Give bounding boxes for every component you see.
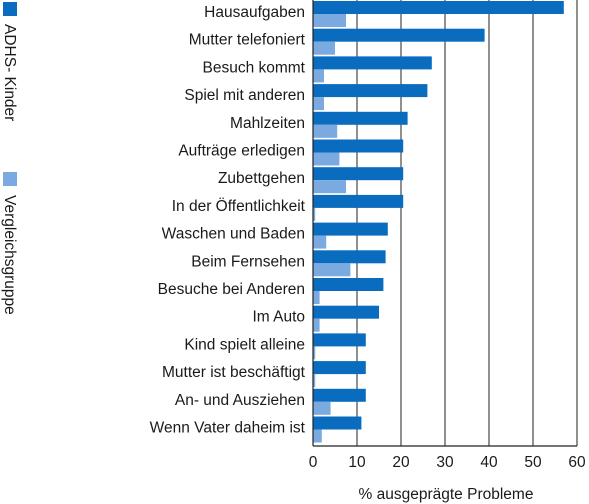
- category-label: Mutter telefoniert: [189, 32, 306, 49]
- category-label: Mahlzeiten: [230, 115, 305, 132]
- category-label: Hausaufgaben: [204, 4, 305, 21]
- category-label: Spiel mit anderen: [184, 87, 305, 104]
- x-tick-label: 30: [436, 454, 454, 471]
- bar-vergleich-9: [313, 263, 351, 277]
- bar-adhs-12: [313, 333, 366, 347]
- legend-swatch-adhs: [3, 2, 17, 16]
- legend-label-vergleich: Vergleichsgruppe: [1, 195, 18, 315]
- bar-adhs-3: [313, 84, 428, 98]
- category-label: Waschen und Baden: [162, 226, 305, 243]
- bar-vergleich-0: [313, 14, 346, 27]
- x-tick-label: 50: [524, 454, 542, 471]
- bar-adhs-15: [313, 416, 362, 430]
- category-label: Zubettgehen: [218, 170, 305, 187]
- x-tick-label: 40: [480, 454, 498, 471]
- bar-vergleich-7: [313, 207, 316, 221]
- bar-vergleich-6: [313, 180, 346, 194]
- bar-adhs-1: [313, 28, 485, 42]
- category-label: An- und Ausziehen: [175, 392, 305, 409]
- bar-adhs-2: [313, 56, 432, 70]
- category-label: Beim Fernsehen: [191, 253, 305, 270]
- bar-vergleich-14: [313, 401, 331, 415]
- x-axis-title: % ausgeprägte Probleme: [359, 486, 534, 503]
- category-labels: Hausaufgaben Mutter telefoniert Besuch kom…: [150, 4, 306, 437]
- x-tick-label: 10: [348, 454, 366, 471]
- x-axis: 0 10 20 30 40 50 60 % ausgeprägte Probleme: [309, 0, 586, 503]
- bar-adhs-4: [313, 111, 408, 125]
- category-label: Mutter ist beschäftigt: [162, 364, 306, 381]
- category-label: Besuch kommt: [202, 59, 305, 76]
- bar-vergleich-15: [313, 429, 322, 443]
- x-tick-label: 20: [392, 454, 410, 471]
- bar-vergleich-1: [313, 41, 335, 55]
- bars: [313, 1, 564, 443]
- category-label: Im Auto: [252, 309, 305, 326]
- bar-adhs-8: [313, 222, 388, 236]
- legend: ADHS- Kinder Vergleichsgruppe: [1, 2, 18, 315]
- bar-adhs-10: [313, 278, 384, 291]
- bar-adhs-11: [313, 305, 379, 319]
- bar-adhs-9: [313, 250, 386, 264]
- bar-vergleich-5: [313, 152, 340, 166]
- category-label: Besuche bei Anderen: [158, 281, 305, 298]
- bar-vergleich-8: [313, 235, 327, 249]
- category-label: Wenn Vater daheim ist: [150, 420, 306, 437]
- bar-vergleich-2: [313, 69, 324, 83]
- bar-vergleich-3: [313, 97, 324, 111]
- x-tick-label: 0: [309, 454, 318, 471]
- bar-adhs-13: [313, 361, 366, 375]
- bar-vergleich-12: [313, 346, 316, 360]
- bar-vergleich-13: [313, 374, 316, 388]
- bar-adhs-14: [313, 388, 366, 402]
- bar-vergleich-4: [313, 124, 338, 138]
- legend-label-adhs: ADHS- Kinder: [1, 24, 18, 121]
- category-label: In der Öffentlichkeit: [172, 197, 306, 215]
- bar-vergleich-10: [313, 291, 320, 304]
- bar-adhs-7: [313, 194, 404, 208]
- legend-swatch-vergleich: [3, 172, 17, 186]
- bar-adhs-5: [313, 139, 404, 153]
- category-label: Kind spielt alleine: [184, 336, 305, 353]
- category-label: Aufträge erledigen: [178, 143, 305, 160]
- bar-adhs-6: [313, 167, 404, 181]
- bar-adhs-0: [313, 1, 564, 14]
- x-tick-label: 60: [568, 454, 586, 471]
- bar-vergleich-11: [313, 318, 320, 332]
